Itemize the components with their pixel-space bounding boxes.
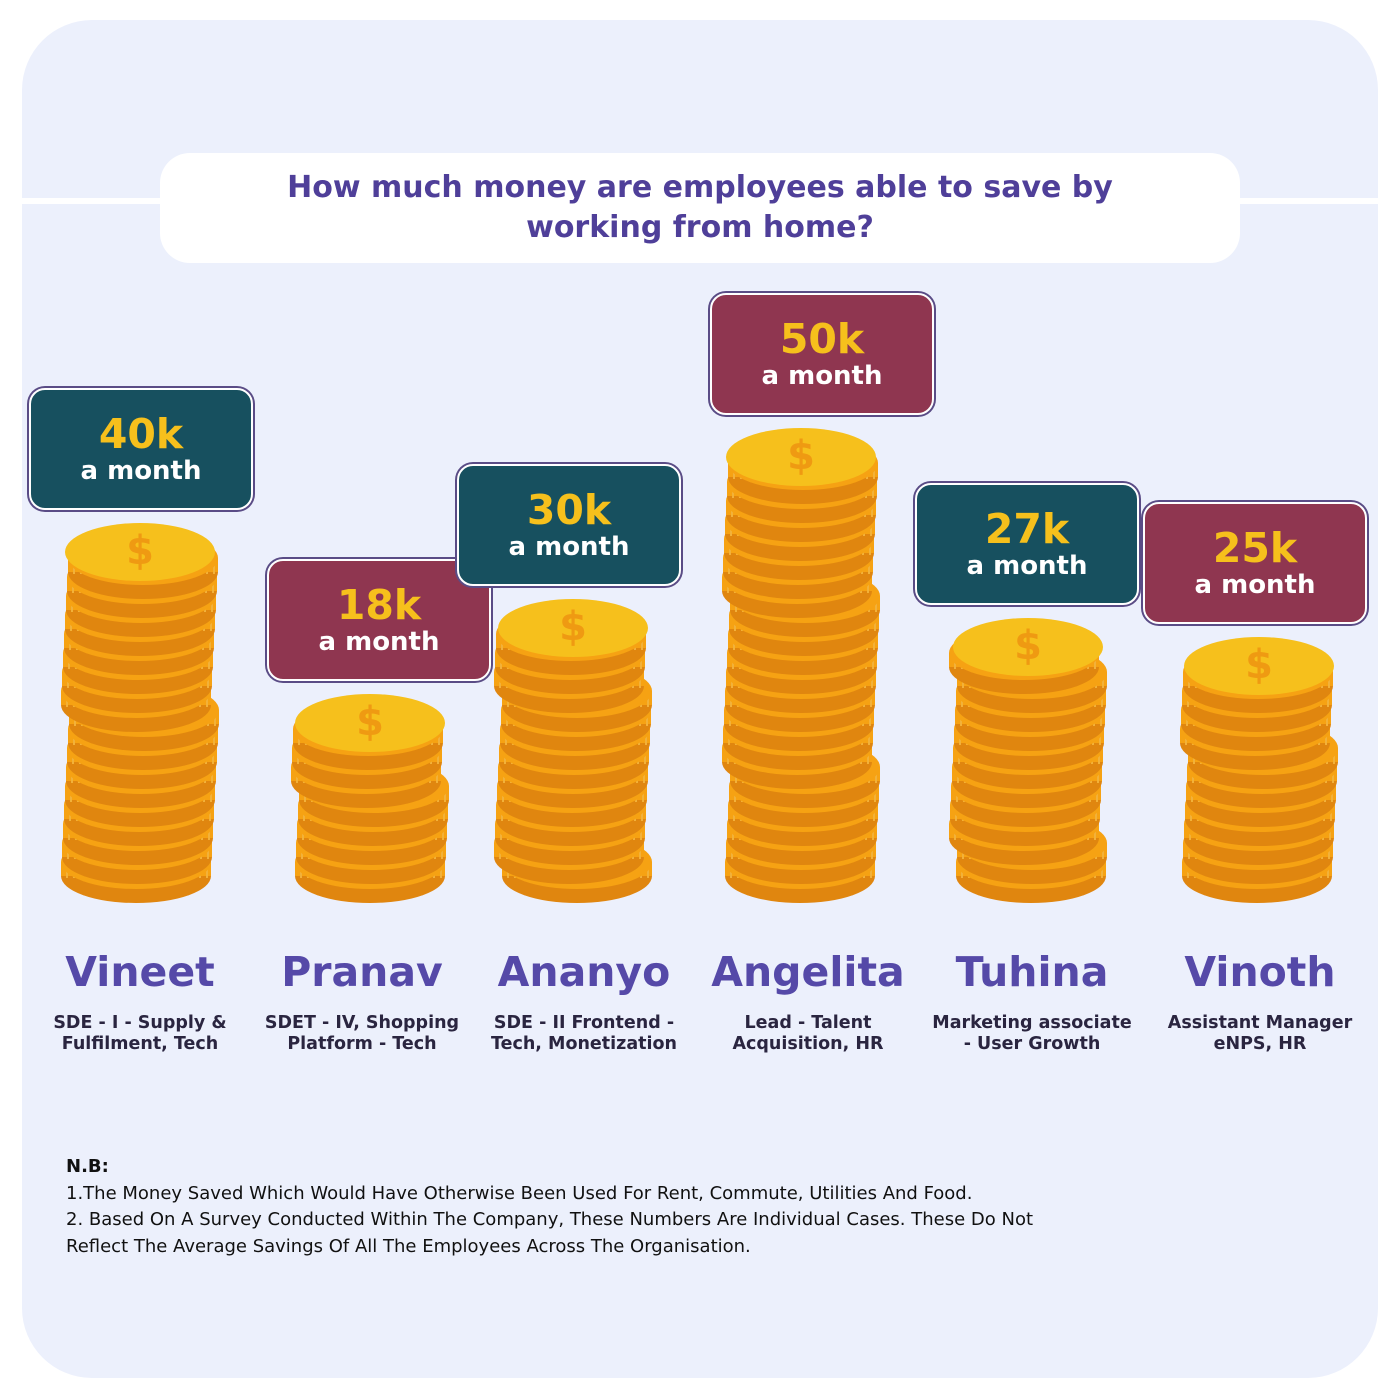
employee-role: SDE - II Frontend - Tech, Monetization	[464, 1013, 704, 1055]
coin-stack-vineet: $	[61, 523, 219, 903]
coin-stack-ananyo: $	[494, 599, 652, 903]
value-badge-vinoth: 25k a month	[1143, 502, 1367, 624]
infographic-card: How much money are employees able to sav…	[22, 20, 1378, 1378]
employee-name: Pranav	[281, 948, 443, 996]
employee-role: Marketing associate - User Growth	[912, 1013, 1152, 1055]
notes-line-3: Reflect The Average Savings Of All The E…	[66, 1235, 751, 1257]
chart-area: $ $ $ $ $ $ 40k a month Vineet SDE - I - Supply …	[22, 20, 1378, 1378]
role-line: Acquisition, HR	[732, 1034, 884, 1054]
role-line: Assistant Manager	[1167, 1013, 1353, 1033]
role-line: SDE - I - Supply &	[53, 1013, 227, 1033]
dollar-coin-icon: $	[126, 528, 154, 574]
value-badge-vineet: 40k a month	[29, 388, 253, 510]
notes: N.B: 1.The Money Saved Which Would Have …	[66, 1154, 1166, 1260]
value-badge-tuhina: 27k a month	[915, 483, 1139, 605]
dollar-coin-icon: $	[1245, 642, 1273, 688]
role-line: - User Growth	[963, 1034, 1101, 1054]
employee-name: Vinoth	[1184, 948, 1336, 996]
role-line: Tech, Monetization	[490, 1034, 678, 1054]
unit-label: a month	[318, 627, 440, 657]
notes-line-1: 1.The Money Saved Which Would Have Other…	[66, 1182, 973, 1204]
coin-stack-pranav: $	[291, 694, 449, 903]
dollar-coin-icon: $	[787, 433, 815, 479]
employee-name: Angelita	[711, 948, 905, 996]
dollar-coin-icon: $	[356, 699, 384, 745]
notes-line-2: 2. Based On A Survey Conducted Within Th…	[66, 1209, 1034, 1230]
value-label: 25k	[1212, 524, 1298, 572]
coin-stack-vinoth: $	[1180, 637, 1338, 903]
value-badge-pranav: 18k a month	[267, 559, 491, 681]
unit-label: a month	[761, 361, 883, 391]
role-line: Lead - Talent	[744, 1013, 872, 1033]
role-line: eNPS, HR	[1213, 1034, 1307, 1054]
role-line: Platform - Tech	[287, 1034, 437, 1054]
coin-stack-tuhina: $	[949, 618, 1107, 903]
unit-label: a month	[508, 532, 630, 562]
value-label: 18k	[336, 581, 422, 629]
value-label: 27k	[984, 505, 1070, 553]
value-badge-ananyo: 30k a month	[457, 464, 681, 586]
role-line: SDET - IV, Shopping	[264, 1013, 460, 1033]
coin-stack-angelita: $	[722, 428, 880, 903]
employee-role: SDET - IV, Shopping Platform - Tech	[242, 1013, 482, 1055]
value-label: 40k	[98, 410, 184, 458]
employee-role: Assistant Manager eNPS, HR	[1140, 1013, 1378, 1055]
dollar-coin-icon: $	[559, 604, 587, 650]
chart-title: How much money are employees able to sav…	[287, 170, 1113, 245]
role-line: Marketing associate	[932, 1013, 1132, 1033]
employee-role: Lead - Talent Acquisition, HR	[688, 1013, 928, 1055]
unit-label: a month	[80, 456, 202, 486]
coin-stacks: $ $ $ $ $ $	[61, 428, 1338, 903]
employee-role: SDE - I - Supply & Fulfilment, Tech	[22, 1013, 260, 1055]
employee-name: Ananyo	[497, 948, 671, 996]
title-box: How much money are employees able to sav…	[160, 153, 1240, 263]
value-badge-angelita: 50k a month	[710, 293, 934, 415]
employee-name: Tuhina	[955, 948, 1109, 996]
value-label: 50k	[779, 315, 865, 363]
value-label: 30k	[526, 486, 612, 534]
dollar-coin-icon: $	[1014, 623, 1042, 669]
employee-name: Vineet	[65, 948, 215, 996]
notes-heading: N.B:	[66, 1156, 109, 1177]
unit-label: a month	[966, 551, 1088, 581]
role-line: Fulfilment, Tech	[61, 1034, 219, 1054]
role-line: SDE - II Frontend -	[493, 1013, 675, 1033]
unit-label: a month	[1194, 570, 1316, 600]
